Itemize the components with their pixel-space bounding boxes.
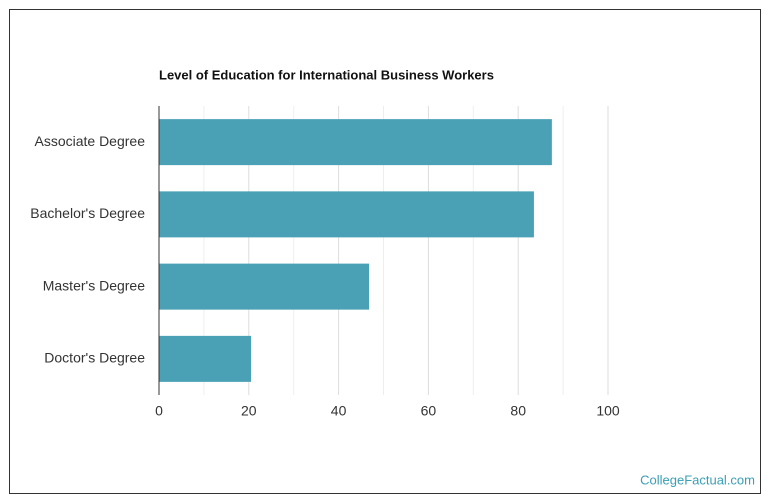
y-tick-label: Doctor's Degree — [44, 350, 145, 366]
frame — [9, 9, 761, 494]
x-tick-label: 100 — [596, 403, 620, 419]
chart-title: Level of Education for International Bus… — [159, 67, 494, 82]
footer[interactable]: CollegeFactual.com — [640, 472, 755, 487]
x-tick-label: 80 — [510, 403, 526, 419]
x-tick-label: 40 — [331, 403, 347, 419]
x-tick-label: 60 — [421, 403, 437, 419]
x-tick-label: 20 — [241, 403, 257, 419]
y-tick-label: Master's Degree — [43, 277, 145, 293]
y-tick-label: Associate Degree — [34, 133, 145, 149]
x-tick-label: 0 — [155, 403, 163, 419]
bar — [159, 335, 252, 382]
bar — [159, 119, 552, 166]
y-tick-label: Bachelor's Degree — [30, 205, 145, 221]
bar — [159, 263, 370, 310]
bar — [159, 191, 534, 238]
